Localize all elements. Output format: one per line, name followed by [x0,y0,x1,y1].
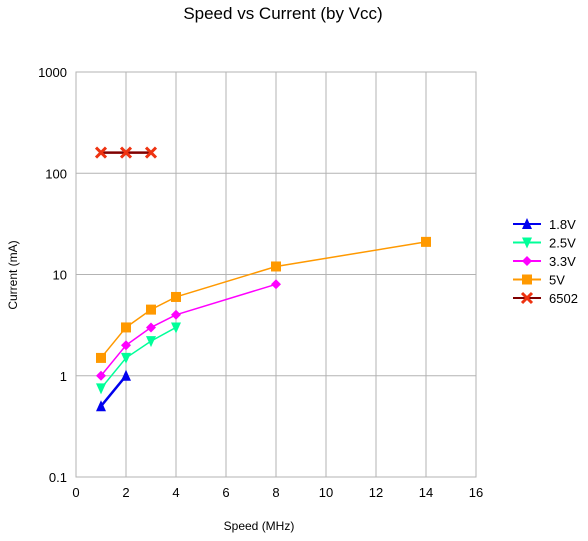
x-tick-label: 8 [272,485,279,500]
x-tick-label: 16 [469,485,483,500]
legend: 1.8V 2.5V 3.3V 5V 6502 [513,217,578,306]
x-axis-label: Speed (MHz) [224,519,295,533]
y-tick-label: 1 [60,369,67,384]
data-point [421,237,431,247]
data-point [171,292,181,302]
data-point [271,261,281,271]
x-tick-label: 0 [72,485,79,500]
x-tick-label: 14 [419,485,433,500]
x-tick-label: 4 [172,485,179,500]
y-tick-label: 100 [45,166,67,181]
legend-marker [522,256,532,266]
legend-label: 2.5V [549,236,576,251]
legend-label: 3.3V [549,254,576,269]
y-tick-label: 10 [53,268,67,283]
x-tick-label: 10 [319,485,333,500]
data-point [96,353,106,363]
legend-label: 1.8V [549,217,576,232]
y-tick-label: 0.1 [49,470,67,485]
data-point [146,305,156,315]
legend-item: 3.3V [513,254,576,269]
y-tick-label: 1000 [38,65,67,80]
chart-title: Speed vs Current (by Vcc) [183,4,382,23]
legend-item: 2.5V [513,236,576,251]
legend-marker [522,275,532,285]
y-axis-label: Current (mA) [6,240,20,309]
legend-item: 6502 [513,291,578,306]
legend-item: 5V [513,273,565,288]
legend-label: 6502 [549,291,578,306]
x-tick-label: 2 [122,485,129,500]
legend-label: 5V [549,273,565,288]
legend-item: 1.8V [513,217,576,232]
x-tick-label: 6 [222,485,229,500]
data-point [121,322,131,332]
x-tick-label: 12 [369,485,383,500]
